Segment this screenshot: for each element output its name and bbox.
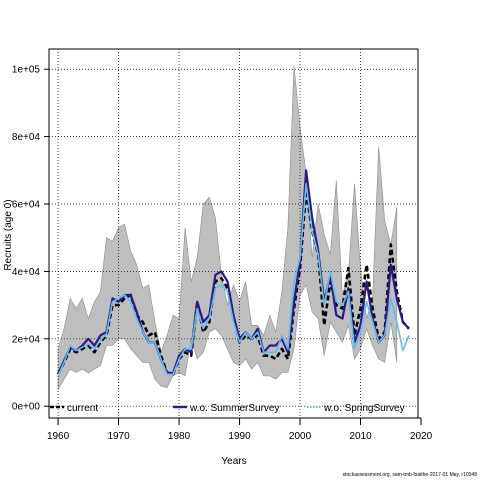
x-tick-label: 1990: [228, 431, 251, 442]
x-tick-label: 1970: [107, 431, 130, 442]
y-axis: 0e+00 2e+04 4e+04 6e+04 8e+04 1e+05: [12, 65, 50, 413]
x-tick-label: 1960: [47, 431, 70, 442]
legend: current w.o. SummerSurvey w.o. SpringSurve…: [50, 403, 405, 414]
x-tick-label: 1980: [168, 431, 191, 442]
confidence-band: [57, 65, 398, 391]
x-axis: 1960 1970 1980 1990 2000 2010 2020: [47, 417, 433, 442]
y-tick-label: 4e+04: [12, 267, 41, 278]
x-tick-label: 2010: [349, 431, 372, 442]
footnote: stockassessment.org, sam-tmb-fsaithe-201…: [342, 472, 477, 478]
x-tick-label: 2000: [289, 431, 312, 442]
series-points-w-o-springsurvey: [58, 183, 409, 376]
series-layer: [56, 169, 410, 377]
y-tick-label: 6e+04: [12, 200, 41, 211]
legend-item-w-o-springsurvey: w.o. SpringSurvey: [307, 403, 405, 414]
y-axis-title: Recruits (age 0): [3, 199, 14, 270]
confidence-band-layer: [57, 65, 398, 391]
x-axis-title: Years: [221, 456, 246, 467]
legend-label: current: [67, 403, 98, 414]
legend-item-w-o-summersurvey: w.o. SummerSurvey: [173, 403, 279, 414]
y-tick-label: 8e+04: [12, 132, 41, 143]
legend-item-current: current: [50, 403, 98, 414]
y-tick-label: 1e+05: [12, 65, 41, 76]
legend-label: w.o. SummerSurvey: [189, 403, 279, 414]
y-tick-label: 2e+04: [12, 334, 41, 345]
y-tick-label: 0e+00: [12, 402, 41, 413]
x-tick-label: 2020: [410, 431, 433, 442]
legend-label: w.o. SpringSurvey: [323, 403, 405, 414]
